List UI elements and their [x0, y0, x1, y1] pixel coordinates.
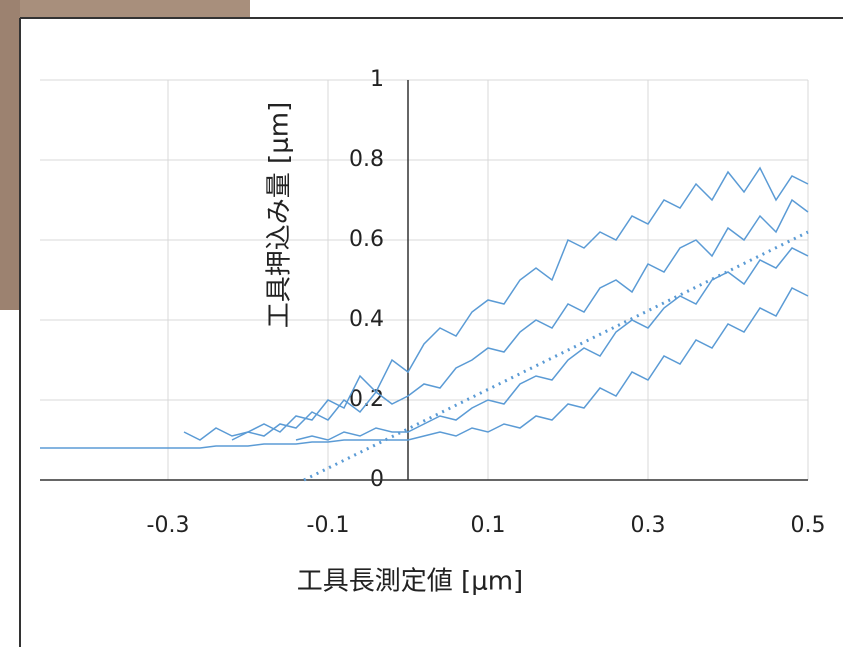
plot: 00.20.40.60.81-0.3 -0.1 0.1 0.3 0.5 — [40, 67, 826, 538]
x-tick-label: -0.3 — [147, 513, 190, 538]
x-tick-label: -0.1 — [307, 513, 350, 538]
y-tick-label: 1 — [370, 67, 384, 92]
chart-panel — [20, 18, 843, 647]
y-tick-label: 0.6 — [349, 227, 384, 252]
y-tick-label: 0.8 — [349, 147, 384, 172]
x-tick-label: 0.3 — [631, 513, 666, 538]
photo-edge — [0, 0, 20, 310]
data-line — [231, 198, 809, 441]
y-axis-title: 工具押込み量 [μm] — [265, 102, 295, 328]
y-tick-label: 0.4 — [349, 307, 384, 332]
data-line — [40, 287, 809, 449]
x-tick-label: 0.5 — [791, 513, 826, 538]
x-tick-label: 0.1 — [471, 513, 506, 538]
data-line — [295, 247, 809, 441]
data-line — [303, 230, 809, 482]
x-axis-title: 工具長測定値 [μm] — [297, 567, 523, 597]
data-line — [183, 166, 809, 441]
photo-edge — [0, 0, 250, 18]
